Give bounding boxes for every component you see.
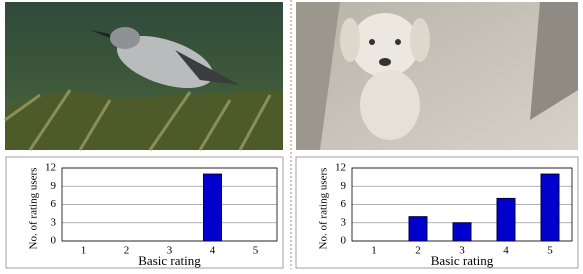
x-tick-label: 1 [371, 245, 377, 257]
y-tick-label: 3 [51, 216, 57, 228]
bar [409, 217, 427, 241]
x-tick-label: 4 [210, 245, 216, 257]
chart-frame [296, 157, 578, 268]
x-tick-label: 2 [124, 245, 130, 257]
dog-photo [296, 2, 578, 150]
bar [541, 174, 559, 241]
bar [497, 198, 515, 241]
x-axis-label: Basic rating [431, 253, 494, 268]
y-tick-label: 9 [341, 180, 347, 192]
y-tick-label: 12 [45, 162, 56, 174]
y-tick-label: 9 [51, 180, 57, 192]
y-tick-label: 12 [335, 162, 346, 174]
y-tick-label: 0 [341, 235, 347, 247]
chart-frame [6, 157, 283, 268]
bar [204, 174, 222, 241]
y-tick-label: 6 [341, 198, 347, 210]
x-tick-label: 4 [503, 245, 509, 257]
x-tick-label: 1 [81, 245, 87, 257]
bar [453, 223, 471, 241]
figure: 03691212345Basic ratingNo. of rating use… [0, 0, 583, 269]
x-tick-label: 5 [547, 245, 553, 257]
y-axis-label: No. of rating users [28, 168, 40, 250]
y-tick-label: 6 [51, 198, 57, 210]
x-axis-label: Basic rating [138, 253, 201, 268]
y-tick-label: 0 [51, 235, 57, 247]
x-tick-label: 2 [415, 245, 421, 257]
bird-photo [5, 2, 283, 150]
y-axis-label: No. of rating users [318, 168, 330, 250]
y-tick-label: 3 [341, 216, 347, 228]
x-tick-label: 5 [253, 245, 259, 257]
